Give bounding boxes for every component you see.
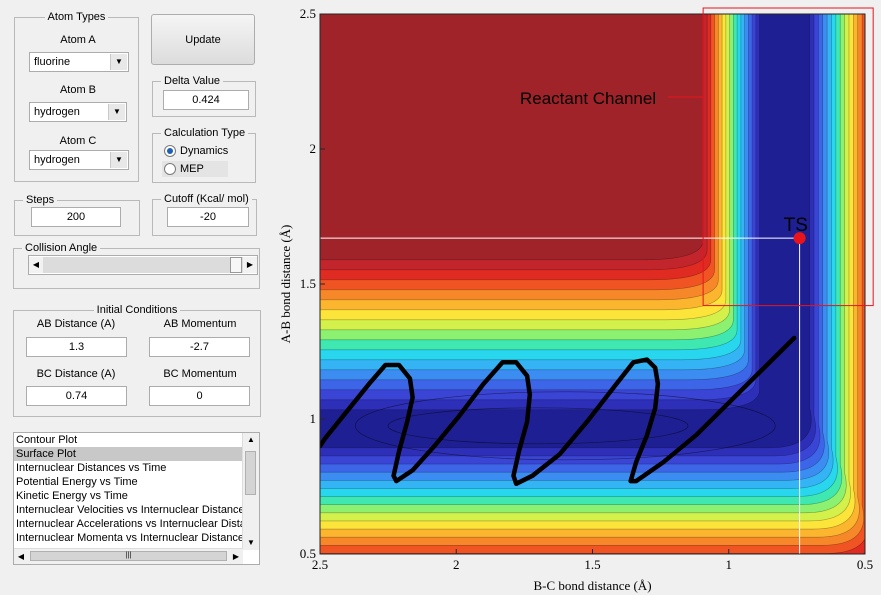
atom-types-title: Atom Types	[44, 11, 109, 23]
atom-a-select[interactable]: fluorine ▼	[29, 52, 129, 72]
axes: 2.5 2 1.5 1 0.52.521.510.5B-C bond distance …	[278, 6, 873, 593]
plot-list-item[interactable]: Internuclear Accelerations vs Internucle…	[16, 518, 243, 530]
plot-list-item[interactable]: Surface Plot	[14, 447, 243, 461]
collision-angle-slider[interactable]: ◀ ▶	[28, 255, 258, 275]
steps-title: Steps	[23, 194, 58, 206]
y-tick-label: 2	[310, 141, 317, 156]
chevron-up-icon[interactable]: ▲	[247, 435, 255, 444]
ab-momentum-label: AB Momentum	[163, 318, 237, 330]
plot-type-listbox[interactable]: Contour Plot Surface Plot Internuclear Dis…	[13, 432, 260, 565]
chevron-down-icon[interactable]: ▼	[110, 54, 127, 70]
dynamics-label: Dynamics	[180, 145, 229, 157]
chevron-down-icon[interactable]: ▼	[108, 104, 125, 120]
atom-c-value: hydrogen	[34, 154, 80, 166]
delta-input[interactable]: 0.424	[163, 90, 249, 110]
chevron-left-icon[interactable]: ◀	[17, 552, 25, 561]
initial-conditions-title: Initial Conditions	[93, 304, 181, 316]
bc-momentum-label: BC Momentum	[163, 368, 237, 380]
cutoff-title: Cutoff (Kcal/ mol)	[161, 193, 252, 205]
calc-type-group: Calculation Type	[152, 127, 256, 183]
slider-thumb[interactable]	[230, 257, 242, 273]
plot-list-item[interactable]: Internuclear Momenta vs Internuclear Dis…	[16, 532, 243, 544]
horizontal-scrollbar[interactable]: ◀ ||| ▶	[14, 548, 243, 564]
ab-momentum-input[interactable]: -2.7	[149, 337, 250, 357]
delta-title: Delta Value	[161, 75, 224, 87]
reactant-channel-label: Reactant Channel	[520, 89, 656, 108]
ab-distance-input[interactable]: 1.3	[26, 337, 127, 357]
plot-type-items: Contour Plot Surface Plot Internuclear Dis…	[14, 433, 259, 545]
contour-line	[387, 407, 689, 445]
steps-group: Steps	[14, 194, 140, 236]
ts-point	[793, 232, 806, 245]
cutoff-input[interactable]: -20	[167, 207, 249, 227]
update-label: Update	[185, 34, 221, 46]
collision-group: Collision Angle	[13, 242, 260, 289]
reactant-channel-box	[702, 7, 874, 307]
cutoff-group: Cutoff (Kcal/ mol)	[152, 193, 257, 236]
potential-energy-surface-plot: 2.5 2 1.5 1 0.52.521.510.5B-C bond distance …	[278, 6, 874, 593]
contour-area	[320, 14, 865, 554]
x-tick-label: 0.5	[857, 557, 873, 572]
y-tick-label: 2.5	[300, 6, 316, 21]
x-tick-label: 2	[453, 557, 460, 572]
atom-c-select[interactable]: hydrogen ▼	[29, 150, 129, 170]
atom-b-label: Atom B	[59, 84, 97, 96]
mep-label: MEP	[180, 163, 204, 175]
x-axis-label: B-C bond distance (Å)	[533, 578, 651, 593]
y-tick-label: 1	[310, 411, 317, 426]
ts-label: TS	[784, 215, 808, 236]
plot-list-item[interactable]: Internuclear Distances vs Time	[16, 462, 167, 474]
chevron-down-icon[interactable]: ▼	[247, 538, 255, 547]
chevron-down-icon[interactable]: ▼	[110, 152, 127, 168]
chevron-left-icon[interactable]: ◀	[29, 257, 43, 273]
atom-b-value: hydrogen	[34, 106, 80, 118]
plot-list-item[interactable]: Contour Plot	[16, 434, 78, 446]
chevron-right-icon[interactable]: ▶	[232, 552, 240, 561]
contour-line	[354, 391, 776, 461]
radio-selected-icon[interactable]	[164, 145, 176, 157]
x-tick-label: 1.5	[584, 557, 600, 572]
bc-momentum-input[interactable]: 0	[149, 386, 250, 406]
scroll-thumb[interactable]: |||	[30, 551, 227, 561]
y-tick-label: 1.5	[300, 276, 316, 291]
chevron-right-icon[interactable]: ▶	[243, 257, 257, 273]
bc-distance-label: BC Distance (A)	[36, 368, 116, 380]
y-axis-label: A-B bond distance (Å)	[278, 225, 293, 344]
initial-conditions-group: Initial Conditions	[13, 304, 261, 417]
atom-b-select[interactable]: hydrogen ▼	[29, 102, 127, 122]
atom-a-label: Atom A	[60, 34, 96, 46]
ab-distance-label: AB Distance (A)	[36, 318, 116, 330]
dynamics-radio[interactable]: Dynamics	[162, 143, 228, 159]
collision-title: Collision Angle	[22, 242, 101, 254]
mep-radio[interactable]: MEP	[162, 161, 228, 177]
y-tick-label: 0.5	[300, 546, 316, 561]
slider-track[interactable]	[43, 257, 243, 273]
atom-types-group: Atom Types	[14, 11, 139, 182]
plot-list-item[interactable]: Internuclear Velocities vs Internuclear …	[16, 504, 243, 516]
radio-unselected-icon[interactable]	[164, 163, 176, 175]
scroll-thumb[interactable]	[245, 451, 256, 495]
delta-group: Delta Value	[152, 75, 256, 117]
trajectory-line	[320, 335, 797, 487]
vertical-scrollbar[interactable]: ▲ ▼	[242, 433, 259, 550]
x-tick-label: 2.5	[312, 557, 328, 572]
atom-a-value: fluorine	[34, 56, 71, 68]
bc-distance-input[interactable]: 0.74	[26, 386, 127, 406]
plot-list-item[interactable]: Kinetic Energy vs Time	[16, 490, 128, 502]
plot-list-item[interactable]: Potential Energy vs Time	[16, 476, 138, 488]
update-button[interactable]: Update	[151, 14, 255, 65]
steps-input[interactable]: 200	[31, 207, 121, 227]
x-tick-label: 1	[726, 557, 733, 572]
calc-type-title: Calculation Type	[161, 127, 249, 139]
annotations: Reactant Channel TS	[520, 7, 874, 307]
atom-c-label: Atom C	[59, 135, 97, 147]
